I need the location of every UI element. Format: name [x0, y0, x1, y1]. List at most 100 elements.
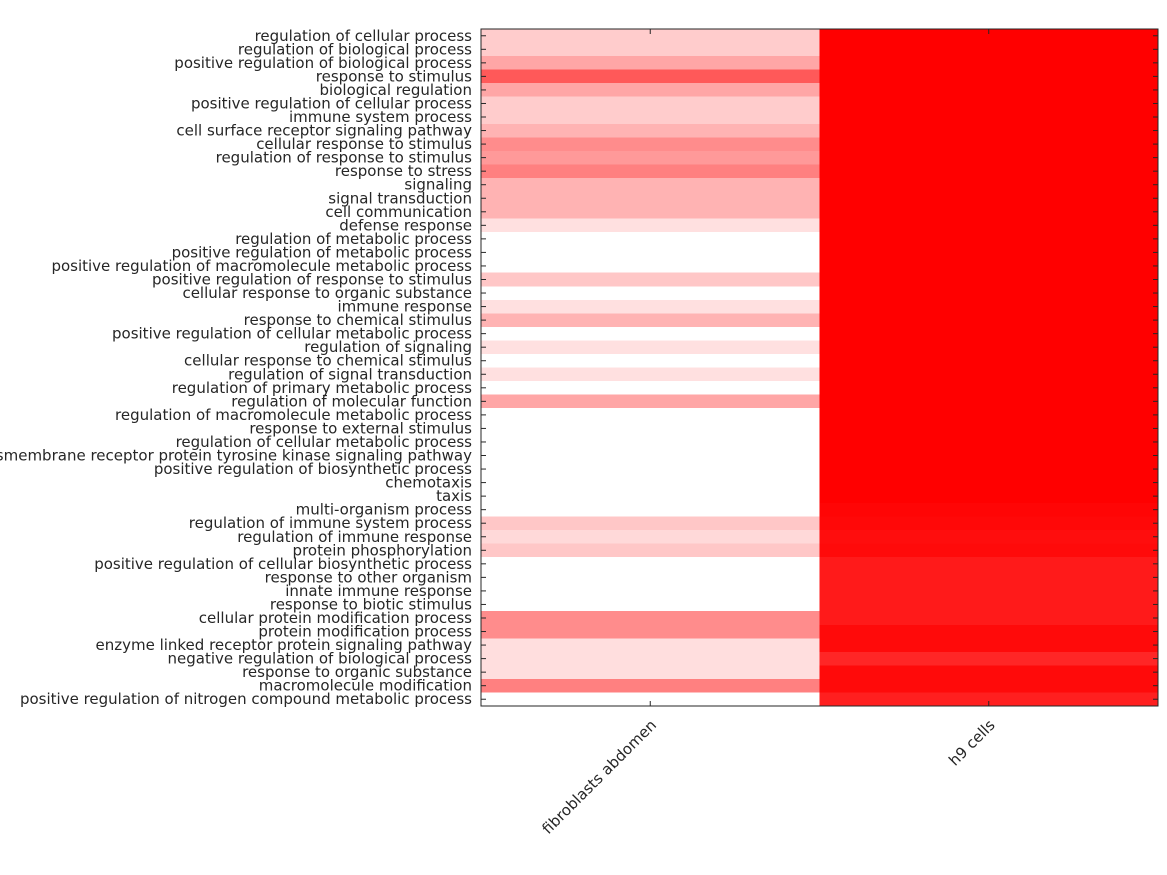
heatmap-cell [481, 177, 821, 193]
heatmap-cell [819, 286, 1159, 301]
heatmap-cell [481, 96, 821, 111]
heatmap-cell [481, 624, 821, 639]
row-label: positive regulation of biosynthetic proc… [154, 460, 472, 478]
heatmap-cell [481, 462, 821, 477]
heatmap-cell [481, 353, 821, 369]
row-label: defense response [339, 216, 472, 234]
heatmap-cell [819, 489, 1159, 504]
heatmap-cell [819, 421, 1159, 436]
heatmap-cell [819, 475, 1159, 490]
heatmap-cell [819, 692, 1159, 707]
heatmap-cell [819, 448, 1159, 463]
row-label: enzyme linked receptor protein signaling… [95, 636, 472, 654]
heatmap-cell [819, 299, 1159, 314]
heatmap-cell [481, 502, 821, 518]
row-label: immune system process [289, 108, 472, 126]
heatmap-cell [481, 584, 821, 599]
row-label: chemotaxis [385, 474, 472, 492]
row-label: response to organic substance [242, 663, 472, 681]
heatmap-cell [481, 381, 821, 396]
heatmap-cell [481, 611, 821, 626]
row-label: response to external stimulus [249, 419, 472, 437]
heatmap-cell [819, 326, 1159, 342]
row-label: taxis [436, 487, 472, 505]
row-label: cellular response to stimulus [256, 135, 472, 153]
row-label: positive regulation of cellular biosynth… [94, 555, 472, 573]
row-label: regulation of immune system process [189, 514, 472, 532]
row-label: response to other organism [265, 568, 472, 586]
row-label: biological regulation [320, 81, 472, 99]
heatmap-cell [481, 421, 821, 436]
row-label: transmembrane receptor protein tyrosine … [0, 447, 472, 465]
heatmap-cell [481, 638, 821, 653]
row-label: positive regulation of macromolecule met… [51, 257, 472, 275]
heatmap-cell [481, 394, 821, 409]
heatmap-cell [481, 516, 821, 531]
row-label: protein modification process [258, 623, 472, 641]
heatmap-cell [819, 381, 1159, 396]
heatmap-cell [481, 448, 821, 463]
row-label: macromolecule modification [259, 677, 472, 695]
heatmap-cell [819, 597, 1159, 612]
heatmap-cell [481, 218, 821, 233]
axis-ticks [481, 29, 1158, 706]
heatmap-cells [481, 29, 1159, 707]
heatmap-cell [819, 611, 1159, 626]
heatmap-cell [819, 353, 1159, 369]
column-labels: fibroblasts abdomen h9 cells [539, 716, 999, 838]
row-label: response to chemical stimulus [244, 311, 473, 329]
heatmap-cell [481, 42, 821, 57]
row-label: cell communication [325, 203, 472, 221]
heatmap-cell [481, 150, 821, 165]
heatmap-cell [819, 435, 1159, 450]
heatmap-cell [819, 665, 1159, 680]
row-label: regulation of immune response [237, 528, 472, 546]
row-label: regulation of biological process [238, 40, 472, 58]
heatmap-cell [819, 584, 1159, 599]
row-label: positive regulation of cellular process [191, 94, 472, 112]
row-label: positive regulation of cellular metaboli… [112, 325, 472, 343]
heatmap-cell [819, 137, 1159, 152]
heatmap-cell [481, 191, 821, 206]
row-label: multi-organism process [296, 501, 473, 519]
heatmap-cell [819, 272, 1159, 287]
row-label: positive regulation of nitrogen compound… [20, 690, 472, 708]
heatmap-cell [819, 529, 1159, 545]
heatmap-cell [819, 29, 1159, 44]
heatmap-cell [481, 69, 821, 84]
heatmap-cell [819, 56, 1159, 71]
heatmap-cell [481, 83, 821, 98]
heatmap-cell [819, 83, 1159, 98]
heatmap-cell [481, 299, 821, 314]
row-label: response to stress [335, 162, 472, 180]
heatmap-cell [819, 259, 1159, 274]
heatmap-cell [819, 205, 1159, 220]
row-label: regulation of molecular function [231, 392, 472, 410]
heatmap-cell [481, 56, 821, 71]
heatmap-cell [481, 272, 821, 287]
heatmap-cell [481, 205, 821, 220]
heatmap-cell [819, 164, 1159, 179]
heatmap-cell [819, 570, 1159, 585]
column-label: h9 cells [945, 716, 998, 769]
heatmap-cell [481, 137, 821, 152]
heatmap-cell [819, 340, 1159, 355]
plot-frame [480, 28, 1159, 707]
heatmap-cell [819, 367, 1159, 382]
row-label: innate immune response [285, 582, 472, 600]
heatmap-cell [481, 651, 821, 666]
row-label: positive regulation of biological proces… [174, 54, 472, 72]
heatmap-cell [481, 529, 821, 545]
row-label: regulation of metabolic process [235, 230, 472, 248]
heatmap-cell [481, 408, 821, 423]
row-label: positive regulation of metabolic process [172, 243, 473, 261]
heatmap-cell [819, 177, 1159, 193]
heatmap-cell [819, 408, 1159, 423]
heatmap-cell [819, 245, 1159, 260]
row-label: response to biotic stimulus [270, 595, 472, 613]
row-label: cell surface receptor signaling pathway [176, 122, 472, 140]
heatmap-cell [819, 557, 1159, 572]
row-label: response to stimulus [316, 67, 472, 85]
row-label: cellular response to organic substance [182, 284, 472, 302]
